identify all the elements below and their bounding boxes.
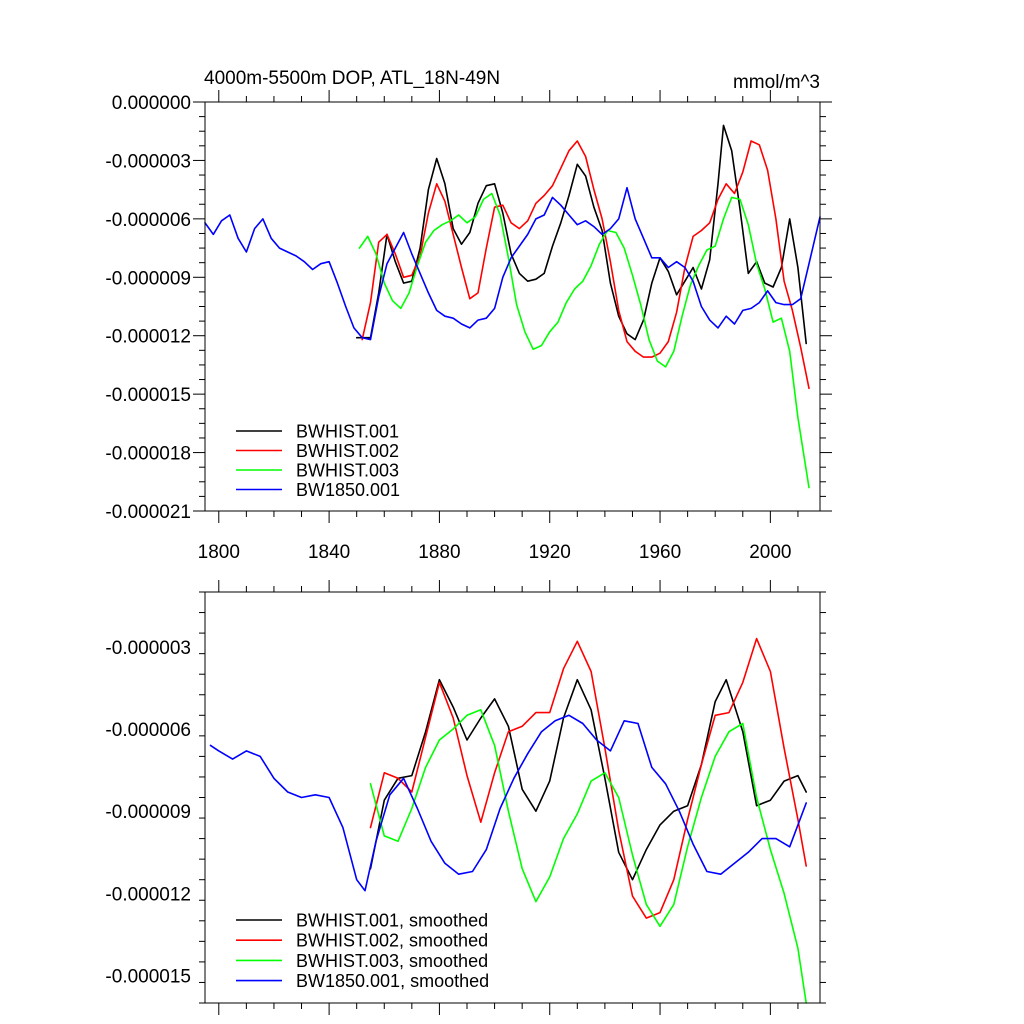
y-tick-label: -0.000006: [105, 210, 191, 231]
legend-label: BWHIST.001, smoothed: [296, 911, 488, 931]
series-line-4: [209, 714, 808, 892]
top-panel-ticks: [193, 90, 832, 523]
series-line-3: [358, 192, 810, 489]
legend-label: BWHIST.003: [296, 461, 399, 481]
legend-label: BW1850.001: [296, 480, 400, 500]
top-panel-title: 4000m-5500m DOP, ATL_18N-49N: [204, 68, 500, 89]
x-tick-label: 1920: [529, 542, 571, 563]
y-tick-label: -0.000009: [105, 268, 191, 289]
x-tick-label: 1800: [198, 542, 240, 563]
top-panel: 4000m-5500m DOP, ATL_18N-49N mmol/m^3 0.…: [105, 68, 832, 563]
x-tick-label: 2000: [749, 542, 791, 563]
y-tick-label: -0.000015: [105, 967, 191, 988]
y-tick-label: -0.000018: [105, 444, 191, 465]
legend-label: BWHIST.003, smoothed: [296, 951, 488, 971]
y-tick-label: -0.000003: [105, 151, 191, 172]
y-tick-label: -0.000015: [105, 385, 191, 406]
series-line-1: [369, 678, 808, 881]
y-tick-label: 0.000000: [112, 93, 191, 114]
top-panel-frame: [204, 101, 821, 512]
bottom-panel-ticks: [199, 580, 826, 1015]
legend-label: BWHIST.001: [296, 422, 399, 442]
bottom-panel-frame: [204, 591, 821, 1004]
series-line-2: [369, 637, 808, 919]
legend-label: BWHIST.002: [296, 441, 399, 461]
legend-label: BW1850.001, smoothed: [296, 971, 489, 991]
x-tick-label: 1840: [308, 542, 350, 563]
y-tick-label: -0.000012: [105, 327, 191, 348]
x-tick-label: 1880: [418, 542, 460, 563]
series-line-3: [369, 708, 808, 1004]
y-tick-label: -0.000012: [105, 884, 191, 905]
top-panel-tick-labels: 0.000000 -0.000003 -0.000006 -0.000009 -0.00…: [105, 93, 791, 563]
bottom-panel: -0.000003 -0.000006 -0.000009 -0.000012 -0.0…: [105, 580, 826, 1015]
bottom-panel-tick-labels: -0.000003 -0.000006 -0.000009 -0.000012 -0.0…: [105, 638, 191, 988]
x-tick-label: 1960: [639, 542, 681, 563]
bottom-panel-plot-area: [209, 637, 808, 1004]
y-tick-label: -0.000021: [105, 502, 191, 523]
top-panel-units: mmol/m^3: [733, 72, 820, 93]
series-line-4: [204, 186, 821, 341]
y-tick-label: -0.000006: [105, 720, 191, 741]
series-line-1: [355, 124, 808, 345]
series-line-2: [361, 140, 810, 390]
y-tick-label: -0.000003: [105, 638, 191, 659]
y-tick-label: -0.000009: [105, 802, 191, 823]
top-panel-plot-area: [204, 124, 821, 489]
legend-label: BWHIST.002, smoothed: [296, 931, 488, 951]
